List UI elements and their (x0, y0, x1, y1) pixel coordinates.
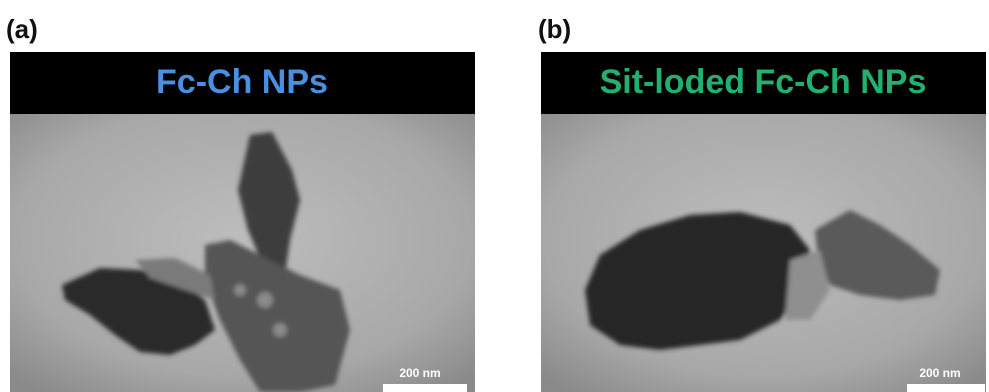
panel-a: (a) Fc-Ch NPs 200 nm (6, 14, 475, 392)
panel-title: Sit-loded Fc-Ch NPs (600, 63, 927, 101)
scale-bar (907, 384, 985, 392)
panel-label: (b) (538, 14, 571, 44)
scale-bar-label: 200 nm (399, 366, 440, 380)
panel-label: (a) (6, 14, 38, 44)
scale-bar-label: 200 nm (919, 366, 960, 380)
panel-title: Fc-Ch NPs (156, 63, 328, 101)
page: {"panels": [ {"label": "(a)", "title": "… (0, 0, 989, 392)
panel-b: (b) Sit-loded Fc-Ch NPs 200 nm (538, 14, 986, 392)
figure: (a) Fc-Ch NPs 200 nm (b) Sit-loded Fc-Ch… (0, 0, 989, 392)
scale-bar (383, 384, 467, 392)
